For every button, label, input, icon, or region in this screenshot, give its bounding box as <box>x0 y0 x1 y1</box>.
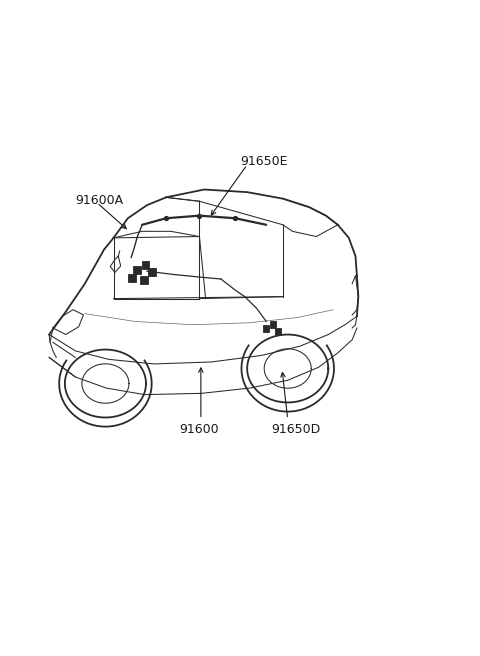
Bar <box>270 321 276 328</box>
Text: 91600A: 91600A <box>75 194 123 207</box>
Text: 91600: 91600 <box>180 422 219 436</box>
Bar <box>133 266 141 274</box>
Bar <box>128 274 136 281</box>
Bar <box>263 325 269 332</box>
Text: 91650E: 91650E <box>240 155 288 168</box>
Bar <box>142 260 149 268</box>
Text: 91650D: 91650D <box>271 422 320 436</box>
Bar <box>275 328 281 335</box>
Bar <box>140 276 148 283</box>
Bar <box>148 268 156 276</box>
